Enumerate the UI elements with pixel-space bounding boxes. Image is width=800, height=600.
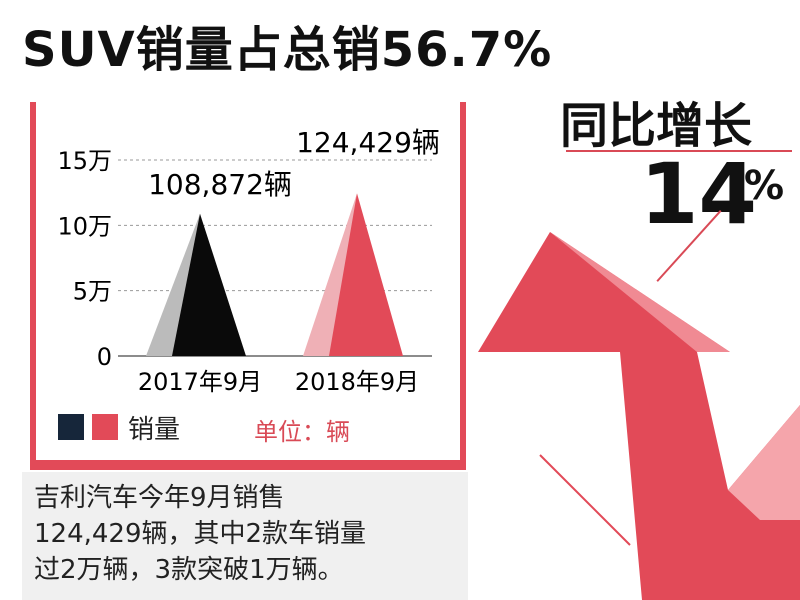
legend-label: 销量 — [128, 414, 181, 445]
chart-legend: 销量 — [58, 410, 181, 445]
y-tick-label: 10万 — [57, 212, 112, 240]
note-line: 124,429辆，其中2款车销量 — [34, 519, 367, 549]
bar — [329, 193, 403, 356]
data-label: 108,872辆 — [148, 168, 292, 201]
note-line: 吉利汽车今年9月销售 — [34, 483, 285, 513]
yoy-percent-sign: % — [744, 163, 785, 209]
legend-swatch-2017 — [58, 414, 84, 440]
chart-card — [36, 96, 460, 460]
note-box — [22, 472, 468, 600]
unit-label: 单位：辆 — [254, 418, 350, 446]
x-tick-label: 2018年9月 — [295, 368, 419, 396]
y-tick-label: 15万 — [57, 147, 112, 175]
bar — [172, 213, 246, 356]
headline-title: SUV销量占总销56.7% — [22, 22, 553, 78]
yoy-label: 同比增长 — [560, 98, 753, 154]
legend-swatch-2018 — [92, 414, 118, 440]
yoy-value: 14 — [640, 145, 757, 243]
note-text: 吉利汽车今年9月销售 124,429辆，其中2款车销量 过2万辆，3款突破1万辆… — [34, 480, 454, 588]
y-tick-label: 0 — [97, 343, 112, 371]
x-tick-label: 2017年9月 — [138, 368, 262, 396]
y-tick-label: 5万 — [73, 278, 112, 306]
data-label: 124,429辆 — [296, 126, 440, 159]
note-line: 过2万辆，3款突破1万辆。 — [34, 555, 344, 585]
yoy-divider — [566, 150, 792, 152]
